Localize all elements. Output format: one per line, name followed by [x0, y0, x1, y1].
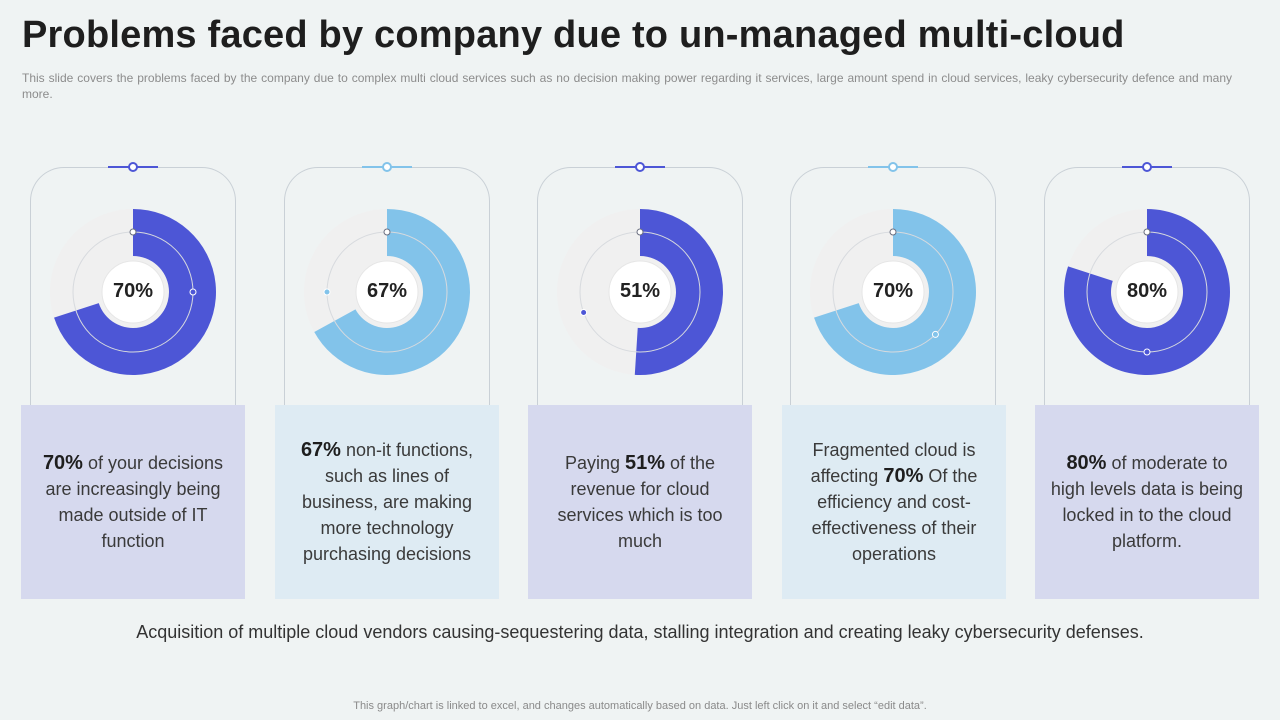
donut-marker-dot	[931, 330, 939, 338]
panel-top-dot	[128, 162, 138, 172]
donut-value-arc	[1064, 209, 1230, 375]
panel-top-dot	[635, 162, 645, 172]
panel-top-dot	[888, 162, 898, 172]
problem-card-2: 67% non-it functions, such as lines of b…	[275, 405, 499, 599]
donut-guide-dot	[129, 228, 137, 236]
donut-center-disc	[355, 260, 419, 324]
donut-guide-dot	[1143, 228, 1151, 236]
page-subtitle: This slide covers the problems faced by …	[22, 71, 1232, 101]
page-title: Problems faced by company due to un-mana…	[22, 14, 1125, 56]
donut-guide-dot	[889, 228, 897, 236]
panel-top-dot	[1142, 162, 1152, 172]
summary-text: Acquisition of multiple cloud vendors ca…	[136, 622, 1144, 642]
donut-percent-label: 70%	[112, 280, 154, 302]
donut-percent-label: 67%	[366, 280, 408, 302]
donut-marker-dot	[580, 309, 588, 317]
problem-card-5: 80% of moderate to high levels data is b…	[1035, 405, 1259, 599]
donut-percent-label: 80%	[1126, 280, 1168, 302]
donut-center-disc	[101, 260, 165, 324]
donut-center-disc	[1115, 260, 1179, 324]
card-text-post: Of the efficiency and cost-effectiveness…	[811, 466, 978, 564]
donut-chart-5[interactable]	[1049, 194, 1245, 390]
problem-card-1: 70% of your decisions are increasingly b…	[21, 405, 245, 599]
card-text-pre: Fragmented cloud is affecting	[810, 440, 976, 486]
card-text-post: of the revenue for cloud services which …	[557, 453, 723, 551]
card-highlight: 70%	[42, 452, 83, 474]
card-highlight: 51%	[624, 452, 666, 474]
card-text-post: non-it functions, such as lines of busin…	[301, 440, 474, 564]
donut-guide-dot	[636, 228, 644, 236]
panel-top-dot	[382, 162, 392, 172]
donut-chart-3[interactable]	[542, 194, 738, 390]
problem-card-4: Fragmented cloud is affecting 70% Of the…	[782, 405, 1006, 599]
card-text-post: of moderate to high levels data is being…	[1050, 453, 1244, 551]
donut-center-disc	[608, 260, 672, 324]
card-text-post: of your decisions are increasingly being…	[45, 453, 224, 551]
donut-value-arc	[314, 209, 470, 375]
donut-chart-1[interactable]	[35, 194, 231, 390]
card-highlight: 80%	[1066, 452, 1107, 474]
donut-marker-dot	[323, 288, 331, 296]
donut-value-arc	[634, 209, 724, 375]
donut-marker-dot	[1143, 348, 1151, 356]
donut-percent-label: 70%	[872, 280, 914, 302]
donut-chart-4[interactable]	[795, 194, 991, 390]
problem-card-3: Paying 51% of the revenue for cloud serv…	[528, 405, 752, 599]
card-highlight: 70%	[883, 465, 924, 487]
donut-guide-dot	[383, 228, 391, 236]
donut-marker-dot	[189, 288, 197, 296]
donut-chart-2[interactable]	[289, 194, 485, 390]
card-text-pre: Paying	[564, 453, 625, 473]
donut-percent-label: 51%	[619, 280, 661, 302]
donut-value-arc	[54, 209, 217, 375]
card-highlight: 67%	[300, 439, 341, 461]
donut-center-disc	[861, 260, 925, 324]
footnote: This graph/chart is linked to excel, and…	[353, 700, 927, 712]
